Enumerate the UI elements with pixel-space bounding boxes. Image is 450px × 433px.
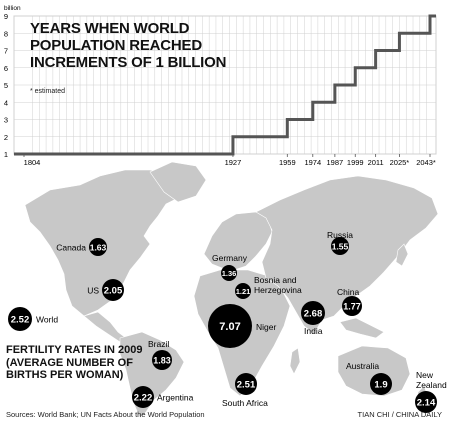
x-tick-label: 1999 [347,158,364,167]
madagascar-landmass [289,347,301,375]
country-label: South Africa [222,398,268,408]
y-axis-unit-label: billion [4,5,21,12]
japan-landmass [395,243,409,267]
bubble-circle [415,391,437,413]
fertility-bubble-brazil: 1.83 Brazil [148,339,172,370]
fertility-bubble-us: 2.05 US [87,279,124,301]
fertility-bubble-germany: 1.36 Germany [212,253,248,281]
country-label-line-1: New [416,370,434,380]
y-tick-label: 4 [4,98,8,107]
bubble-circle [208,304,252,348]
x-tick-label: 1974 [304,158,321,167]
greenland-landmass [149,161,207,203]
australia-landmass [337,345,411,397]
bubble-value: 1.21 [236,287,251,296]
fertility-bubble-argentina: 2.22 Argentina [132,386,194,408]
bubble-circle [235,283,251,299]
fertility-bubble-india: 2.68 India [301,301,325,336]
country-label: Niger [256,322,276,332]
country-label-line-2: Zealand [416,380,447,390]
population-step-chart: 1 2 3 4 5 6 7 8 9 1804 1927 1959 1974 1987 1999 2011 20… [4,5,437,167]
x-tick-label: 2043* [416,158,436,167]
country-label-line-1: Bosnia and [254,275,297,285]
bubble-circle [235,373,257,395]
country-label: Russia [327,230,353,240]
chart-grid [13,15,437,155]
y-tick-label: 2 [4,133,8,142]
x-tick-label: 2025* [390,158,410,167]
y-tick-label: 6 [4,64,8,73]
y-tick-label: 1 [4,150,8,159]
country-label: Germany [212,253,248,263]
x-tick-labels: 1804 1927 1959 1974 1987 1999 2011 2025* 2043* [23,154,436,167]
country-label: World [36,315,58,325]
population-step-line [14,14,436,156]
country-label: US [87,286,99,296]
bubble-value: 2.68 [304,309,323,320]
bubble-value: 2.14 [417,398,436,409]
estimated-note: * estimated [30,88,66,95]
country-label: India [304,326,323,336]
x-tick-label: 1804 [24,158,41,167]
bubble-circle [102,279,124,301]
country-label: Canada [56,243,86,253]
fertility-bubble-new-zealand: 2.14 New Zealand [415,370,447,413]
bubble-circle [370,373,392,395]
map-title: FERTILITY RATES IN 2009 (AVERAGE NUMBER … [6,344,143,381]
bubble-value: 2.22 [134,393,153,404]
fertility-bubble-south-africa: 2.51 South Africa [222,373,268,408]
bubble-circle [132,386,154,408]
bubble-circle [89,238,107,256]
bubble-circle [152,350,172,370]
bubble-value: 1.83 [153,356,171,366]
sources-note: Sources: World Bank; UN Facts About the … [6,410,205,419]
x-tick-label: 2011 [368,158,384,167]
bubble-circle [8,307,32,331]
bubble-value: 1.55 [332,242,349,252]
country-label: Australia [346,361,379,371]
bubble-value: 2.51 [237,380,256,391]
fertility-bubble-bosnia: 1.21 Bosnia and Herzegovina [235,275,302,299]
bubble-value: 2.52 [11,315,30,326]
southeast-asia-islands [339,317,385,339]
fertility-bubble-world: 2.52 World [8,307,58,331]
bubble-circle [342,296,362,316]
country-label: Argentina [157,393,194,403]
bubble-circle [221,265,237,281]
y-tick-label: 5 [4,81,8,90]
bubble-value: 7.07 [219,321,240,333]
country-label: Brazil [148,339,169,349]
y-tick-label: 7 [4,47,8,56]
bubble-value: 1.77 [343,302,361,312]
central-america-landmass [83,311,127,343]
fertility-bubble-russia: 1.55 Russia [327,230,353,255]
bubble-value: 1.9 [374,380,387,391]
country-label: Bosnia and Herzegovina [254,275,302,295]
fertility-bubble-niger: 7.07 Niger [208,304,276,348]
fertility-bubble-china: 1.77 China [337,287,362,316]
x-tick-label: 1987 [327,158,344,167]
country-label: China [337,287,359,297]
x-tick-label: 1959 [279,158,296,167]
y-tick-label: 8 [4,29,8,38]
y-tick-label: 3 [4,116,8,125]
country-label-line-2: Herzegovina [254,285,302,295]
asia-landmass [255,175,439,335]
bubble-value: 1.36 [222,269,237,278]
country-label: New Zealand [416,370,447,390]
bubble-value: 1.63 [90,243,107,253]
y-tick-labels: 1 2 3 4 5 6 7 8 9 [4,12,8,159]
chart-title: YEARS WHEN WORLD POPULATION REACHED INCR… [30,20,227,71]
fertility-bubble-australia: 1.9 Australia [346,361,392,395]
fertility-bubble-canada: 1.63 Canada [56,238,107,256]
x-tick-label: 1927 [225,158,242,167]
credit-line: TIAN CHI / CHINA DAILY [357,410,442,419]
bubble-circle [301,301,325,325]
bubble-circle [331,237,349,255]
bubble-value: 2.05 [104,286,123,297]
y-tick-label: 9 [4,12,8,21]
